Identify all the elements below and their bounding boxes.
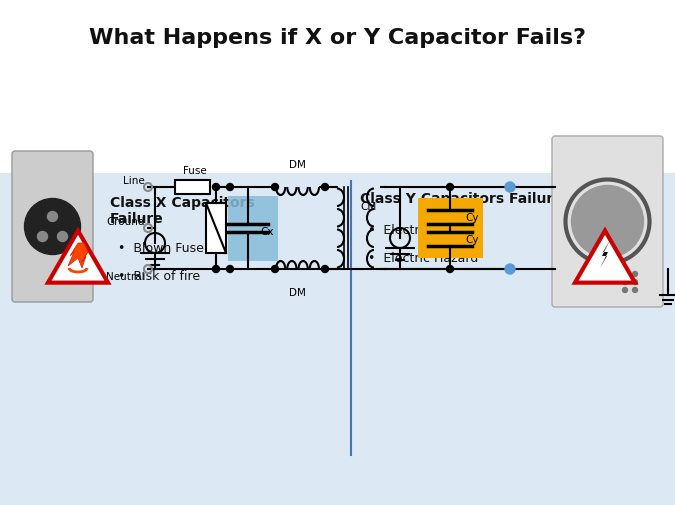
Polygon shape bbox=[575, 231, 635, 283]
Circle shape bbox=[227, 266, 234, 273]
Bar bbox=[418, 198, 483, 236]
Bar bbox=[206, 204, 226, 254]
FancyBboxPatch shape bbox=[552, 137, 663, 308]
Circle shape bbox=[24, 199, 80, 255]
Circle shape bbox=[632, 272, 637, 277]
Text: Neutral: Neutral bbox=[107, 272, 145, 281]
Circle shape bbox=[47, 212, 57, 222]
Text: Cx: Cx bbox=[260, 227, 273, 236]
Circle shape bbox=[446, 184, 454, 191]
Circle shape bbox=[227, 184, 234, 191]
Circle shape bbox=[213, 266, 219, 273]
Circle shape bbox=[622, 280, 628, 285]
Circle shape bbox=[572, 186, 643, 258]
Bar bbox=[418, 221, 483, 259]
Circle shape bbox=[622, 288, 628, 293]
Text: Class Y Capacitors Failure: Class Y Capacitors Failure bbox=[360, 191, 563, 206]
Circle shape bbox=[271, 184, 279, 191]
Polygon shape bbox=[48, 231, 108, 283]
Text: DM: DM bbox=[289, 287, 306, 297]
Circle shape bbox=[271, 266, 279, 273]
Circle shape bbox=[57, 232, 68, 242]
Circle shape bbox=[321, 266, 329, 273]
Text: •  Blown Fuse: • Blown Fuse bbox=[118, 241, 204, 255]
Text: DM: DM bbox=[289, 160, 306, 170]
Polygon shape bbox=[600, 240, 610, 269]
Text: Line: Line bbox=[124, 176, 145, 186]
Circle shape bbox=[622, 272, 628, 277]
FancyBboxPatch shape bbox=[12, 152, 93, 302]
Circle shape bbox=[505, 183, 515, 192]
Text: •  Electric Shock: • Electric Shock bbox=[368, 224, 472, 236]
Circle shape bbox=[446, 266, 454, 273]
Circle shape bbox=[321, 184, 329, 191]
Text: Cy: Cy bbox=[465, 213, 479, 223]
Polygon shape bbox=[68, 243, 88, 269]
Text: Class X Capacitors
Failure: Class X Capacitors Failure bbox=[110, 195, 254, 226]
Circle shape bbox=[213, 184, 219, 191]
Text: CM: CM bbox=[360, 201, 376, 212]
Circle shape bbox=[38, 232, 47, 242]
Bar bbox=[228, 196, 278, 261]
Bar bbox=[175, 181, 210, 194]
Text: Ground: Ground bbox=[107, 217, 145, 227]
Text: Fuse: Fuse bbox=[183, 166, 207, 176]
Text: What Happens if X or Y Capacitor Fails?: What Happens if X or Y Capacitor Fails? bbox=[89, 28, 586, 48]
Circle shape bbox=[632, 280, 637, 285]
Bar bbox=[0, 174, 675, 505]
Text: •  Risk of fire: • Risk of fire bbox=[118, 270, 200, 282]
Circle shape bbox=[505, 265, 515, 274]
Text: Cy: Cy bbox=[465, 234, 479, 244]
Text: •  Electric Hazard: • Electric Hazard bbox=[368, 251, 479, 265]
Circle shape bbox=[632, 288, 637, 293]
